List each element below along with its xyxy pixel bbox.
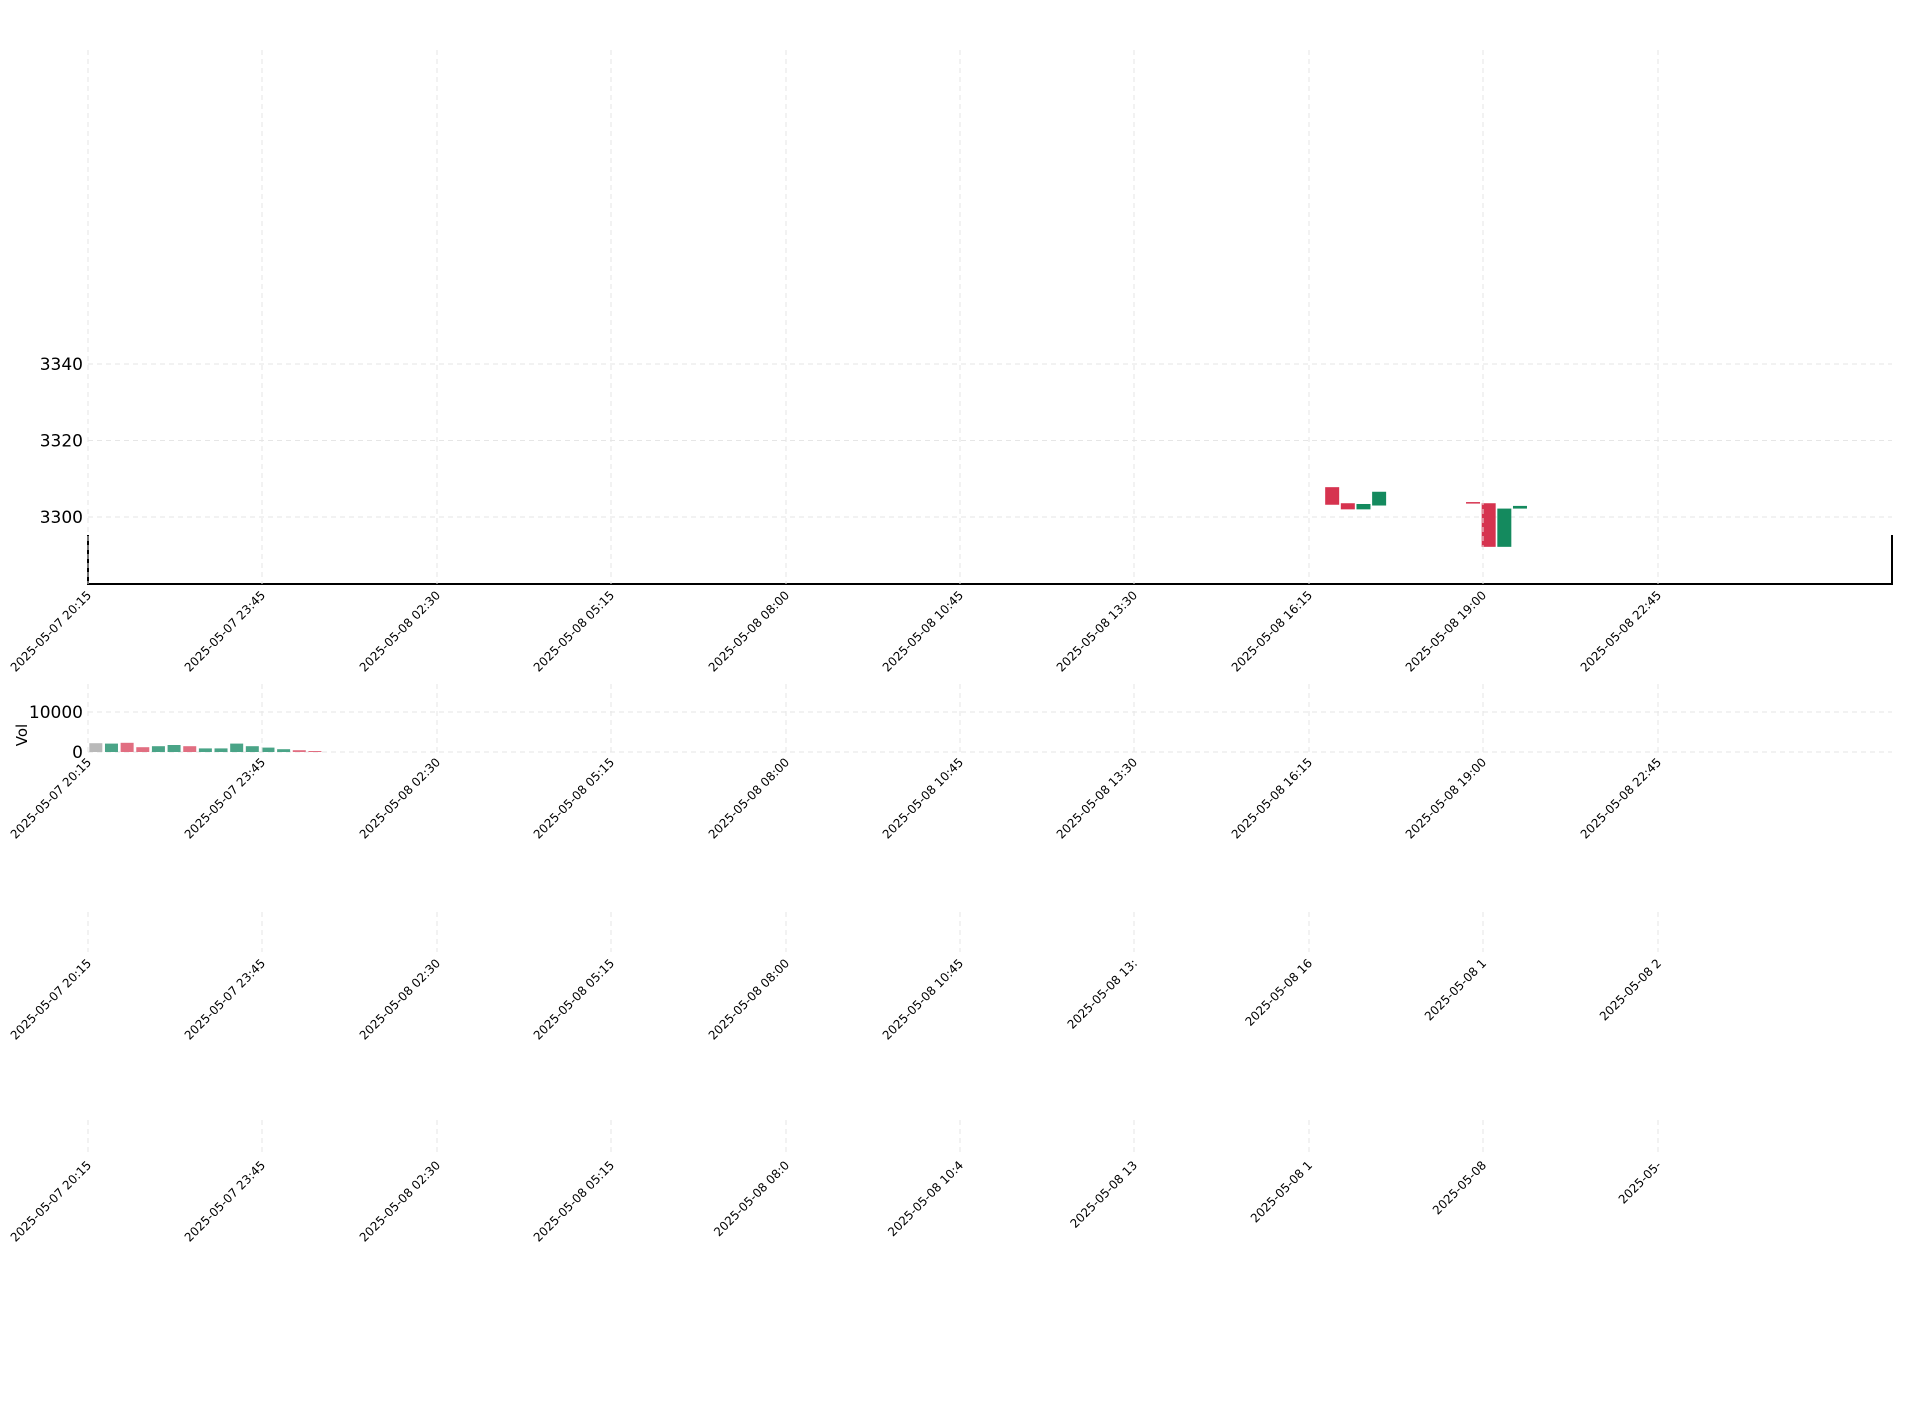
volume-bar xyxy=(245,746,259,752)
x-tick-label: 2025-05-08 22:45 xyxy=(1578,755,1664,841)
y-tick-label: 10000 xyxy=(29,703,83,723)
volume-bar xyxy=(120,742,134,752)
x-tick-label: 2025-05-08 13: xyxy=(1065,956,1141,1032)
x-tick-label: 2025-05-08 19:00 xyxy=(1403,755,1489,841)
x-tick-label: 2025-05-08 10:45 xyxy=(880,956,966,1042)
price-axis-frame xyxy=(87,535,1893,585)
x-tick-label: 2025-05-08 02:30 xyxy=(357,956,443,1042)
panel-3-x-axis: 2025-05-07 20:15 2025-05-07 23:45 2025-05-… xyxy=(8,912,1664,1043)
candle xyxy=(1356,503,1371,510)
candle xyxy=(1340,503,1355,510)
x-tick-label: 2025-05-08 16:15 xyxy=(1229,588,1315,674)
candle xyxy=(1512,505,1527,509)
x-tick-label: 2025-05-08 08:00 xyxy=(706,956,792,1042)
volume-axis-label: Vol xyxy=(13,724,31,746)
x-tick-label: 2025-05-07 20:15 xyxy=(8,755,94,841)
volume-bar xyxy=(198,748,212,752)
x-tick-label: 2025-05-07 23:45 xyxy=(182,588,268,674)
x-tick-label: 2025-05-08 08:00 xyxy=(706,755,792,841)
volume-x-axis: 2025-05-07 20:15 2025-05-07 23:45 2025-05-… xyxy=(8,684,1664,842)
volume-bar xyxy=(230,743,244,752)
y-tick-label: 3340 xyxy=(40,355,83,375)
volume-bar xyxy=(277,749,291,752)
volume-bar xyxy=(183,746,197,752)
candle xyxy=(1497,508,1512,547)
x-tick-label: 2025-05-08 02:30 xyxy=(357,755,443,841)
price-x-axis: 2025-05-07 20:15 2025-05-07 23:45 2025-05-… xyxy=(8,50,1664,675)
candle xyxy=(1325,487,1340,505)
x-tick-label: 2025-05-08 05:15 xyxy=(531,1158,617,1244)
x-tick-label: 2025-05-08 16 xyxy=(1242,956,1315,1029)
x-tick-label: 2025-05-08 22:45 xyxy=(1578,588,1664,674)
x-tick-label: 2025-05-07 20:15 xyxy=(8,956,94,1042)
volume-bar xyxy=(136,747,150,752)
x-tick-label: 2025-05-08 13:30 xyxy=(1054,755,1140,841)
volume-bar xyxy=(214,748,228,752)
x-tick-label: 2025-05-08 05:15 xyxy=(531,755,617,841)
x-tick-label: 2025-05-08 08:0 xyxy=(711,1158,792,1239)
x-tick-label: 2025-05-07 23:45 xyxy=(182,1158,268,1244)
x-tick-label: 2025-05-08 05:15 xyxy=(531,956,617,1042)
volume-bar xyxy=(151,746,165,752)
panel-4-x-axis: 2025-05-07 20:15 2025-05-07 23:45 2025-05-… xyxy=(8,1120,1664,1245)
x-tick-label: 2025-05-07 20:15 xyxy=(8,1158,94,1244)
x-tick-label: 2025-05-08 1 xyxy=(1422,956,1489,1023)
x-tick-label: 2025-05- xyxy=(1616,1158,1664,1206)
x-tick-label: 2025-05-08 02:30 xyxy=(357,588,443,674)
x-tick-label: 2025-05-08 05:15 xyxy=(531,588,617,674)
y-tick-label: 3300 xyxy=(40,508,83,528)
volume-panel: 10000 0 Vol xyxy=(13,703,1892,763)
x-tick-label: 2025-05-07 23:45 xyxy=(182,755,268,841)
x-tick-label: 2025-05-08 xyxy=(1430,1158,1489,1217)
x-tick-label: 2025-05-08 13:30 xyxy=(1054,588,1140,674)
y-tick-label: 3320 xyxy=(40,432,83,452)
y-tick-label: 0 xyxy=(72,743,83,763)
candle xyxy=(1372,491,1387,506)
x-tick-label: 2025-05-08 2 xyxy=(1597,956,1664,1023)
x-tick-label: 2025-05-08 10:4 xyxy=(885,1158,966,1239)
volume-bar xyxy=(104,743,118,752)
volume-bar xyxy=(261,747,275,752)
x-tick-label: 2025-05-08 10:45 xyxy=(880,588,966,674)
x-tick-label: 2025-05-08 16:15 xyxy=(1229,755,1315,841)
volume-bar xyxy=(89,743,103,752)
candle xyxy=(1466,502,1481,504)
x-tick-label: 2025-05-08 1 xyxy=(1248,1158,1315,1225)
x-tick-label: 2025-05-08 08:00 xyxy=(706,588,792,674)
x-tick-label: 2025-05-07 20:15 xyxy=(8,588,94,674)
volume-bar xyxy=(167,745,181,752)
x-tick-label: 2025-05-08 02:30 xyxy=(357,1158,443,1244)
candle xyxy=(1481,503,1496,547)
x-tick-label: 2025-05-07 23:45 xyxy=(182,956,268,1042)
volume-bar xyxy=(308,751,322,752)
x-tick-label: 2025-05-08 10:45 xyxy=(880,755,966,841)
x-tick-label: 2025-05-08 13 xyxy=(1067,1158,1140,1231)
price-panel: 3340 3320 3300 xyxy=(40,355,1893,585)
volume-bar xyxy=(292,750,306,752)
x-tick-label: 2025-05-08 19:00 xyxy=(1403,588,1489,674)
